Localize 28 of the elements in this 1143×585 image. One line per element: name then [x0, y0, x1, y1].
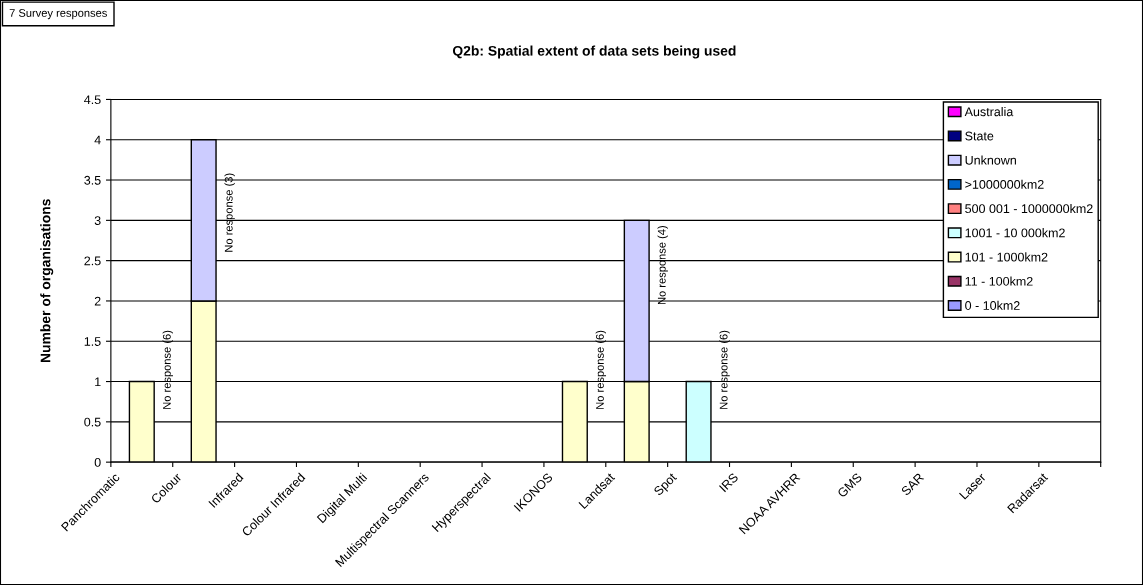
y-axis-title: Number of organisations	[40, 199, 54, 363]
legend-label: Unknown	[965, 155, 1016, 165]
y-tick-label: 0	[94, 457, 101, 467]
legend-label: 101 - 1000km2	[965, 252, 1048, 262]
legend-label: 1001 - 10 000km2	[965, 228, 1065, 238]
legend-label: State	[965, 131, 994, 141]
legend-label: 500 001 - 1000000km2	[965, 203, 1093, 214]
x-tick-label: IRS	[718, 472, 739, 493]
annotation: No response (6)	[162, 330, 173, 409]
y-tick-label: 2.5	[84, 256, 101, 266]
y-tick-label: 3	[94, 216, 101, 225]
y-tick-label: 2	[94, 296, 101, 306]
y-tick-label: 1	[95, 377, 101, 387]
legend-label: 0 - 10km2	[965, 300, 1020, 310]
y-tick-label: 0.5	[84, 417, 101, 427]
legend-label: >1000000km2	[965, 179, 1044, 189]
annotation: No response (6)	[719, 330, 730, 409]
annotation: No response (6)	[595, 330, 607, 409]
y-tick-label: 4	[94, 135, 101, 145]
legend-label: 11 - 100km2	[965, 276, 1033, 286]
legend-label: Australia	[964, 107, 1014, 117]
chart-title: Q2b: Spatial extent of data sets being used	[452, 45, 736, 59]
annotation: No response (3)	[224, 173, 235, 252]
y-tick-label: 1.5	[84, 337, 101, 346]
annotation: No response (4)	[657, 226, 668, 305]
y-tick-label: 4.5	[84, 95, 101, 105]
text: 7 Survey responses	[9, 9, 107, 20]
y-tick-label: 3.5	[84, 175, 101, 185]
